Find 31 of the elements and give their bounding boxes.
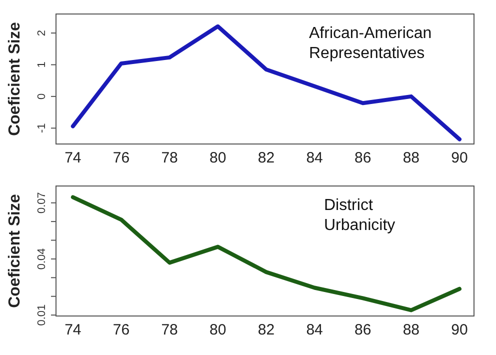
y-axis-title: Coeficient Size <box>6 22 24 136</box>
x-tick-label: 74 <box>64 322 82 339</box>
x-tick-label: 80 <box>210 150 226 167</box>
x-tick-label: 80 <box>210 322 226 339</box>
y-tick-label: 1 <box>36 62 48 68</box>
x-tick-label: 84 <box>306 150 323 167</box>
y-tick-label: 0 <box>36 93 48 100</box>
annotation: African-American Representatives <box>309 24 433 64</box>
x-tick-label: 76 <box>112 322 130 339</box>
line-series <box>70 195 462 312</box>
line-series <box>70 24 462 142</box>
y-tick-label: 0.01 <box>36 304 48 326</box>
y-axis-title: Coeficient Size <box>6 194 24 308</box>
x-tick-label: 86 <box>354 150 372 167</box>
x-tick-label: 82 <box>258 322 275 339</box>
x-tick-label: 74 <box>64 150 82 167</box>
x-tick-label: 88 <box>402 150 420 167</box>
x-tick-label: 82 <box>258 150 275 167</box>
y-tick-label: 2 <box>36 30 48 36</box>
x-tick-label: 90 <box>451 322 468 339</box>
y-tick-label: -1 <box>36 123 48 134</box>
annotation: District Urbanicity <box>324 196 396 236</box>
x-tick-label: 78 <box>161 322 178 339</box>
x-tick-label: 78 <box>161 150 178 167</box>
x-tick-label: 86 <box>354 322 372 339</box>
y-tick-label: 0.07 <box>36 192 48 214</box>
x-tick-label: 76 <box>112 150 130 167</box>
x-tick-label: 88 <box>402 322 420 339</box>
x-tick-label: 90 <box>451 150 468 167</box>
x-tick-label: 84 <box>306 322 323 339</box>
y-tick-label: 0.04 <box>36 248 48 270</box>
